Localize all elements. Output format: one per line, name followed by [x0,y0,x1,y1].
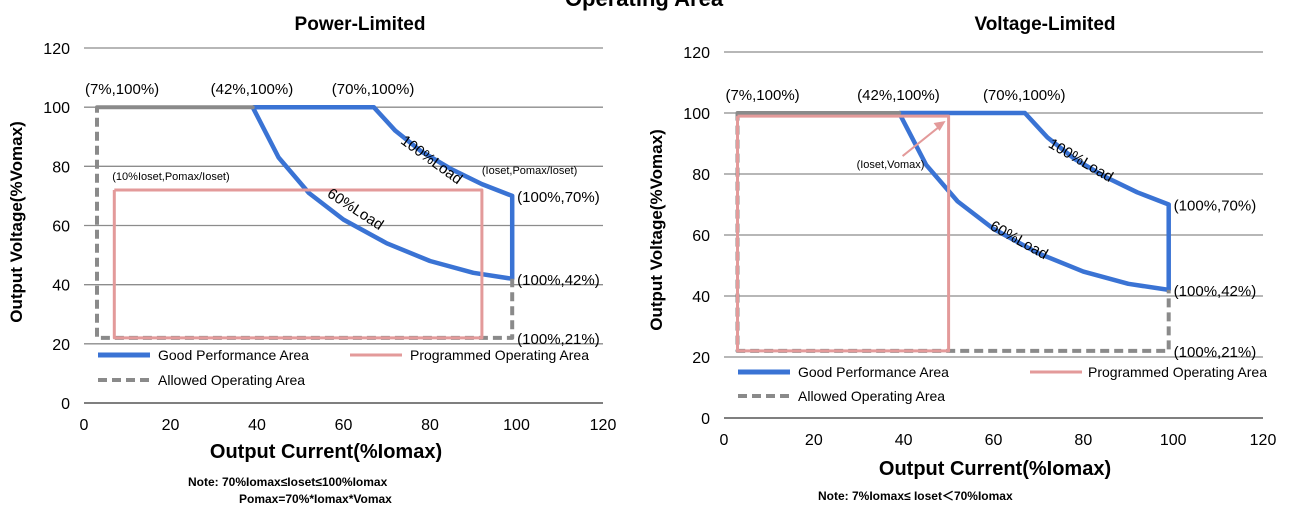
series-line-dashed-gray [735,111,1171,353]
y-axis-label: Output Voltage(%Vomax) [647,129,666,331]
x-tick-label: 80 [421,417,439,434]
annotation-layer: (7%,100%) (42%,100%) (70%,100%) (100%,70%) (… [725,87,1256,361]
point-annotation: (Ioset,Pomax/Ioset) [482,165,577,177]
y-tick-label: 0 [701,411,710,428]
annotation-arrowhead [933,121,946,132]
x-tick-labels: 0 20 40 60 80 100 120 [720,432,1277,449]
x-tick-labels: 0 20 40 60 80 100 120 [80,417,617,434]
y-tick-label: 20 [692,350,710,367]
x-tick-label: 120 [590,417,617,434]
legend-label-good: Good Performance Area [158,347,309,363]
x-tick-label: 20 [805,432,823,449]
curve-label: 60%Load [987,218,1051,264]
point-annotation: (10%Ioset,Pomax/Ioset) [112,171,229,183]
curve-label: 100%Load [397,132,465,188]
y-tick-label: 0 [61,396,70,413]
power-limited-panel: Power-Limited 0 20 40 60 80 100 120 0 20 40 60 80 1… [7,14,616,506]
annotation-arrow [901,123,944,157]
x-tick-label: 0 [720,432,729,449]
y-tick-label: 40 [692,289,710,306]
y-tick-label: 80 [692,167,710,184]
chart-title: Power-Limited [295,14,426,35]
point-annotation: (Ioset,Vomax) [857,159,925,171]
x-tick-label: 100 [1160,432,1187,449]
point-annotation: (100%,21%) [517,331,600,348]
y-tick-label: 20 [52,337,70,354]
x-tick-label: 20 [162,417,180,434]
annotation-layer: (7%,100%) (42%,100%) (70%,100%) (100%,70%) (… [85,81,600,348]
point-annotation: (100%,70%) [517,189,600,206]
x-tick-label: 60 [985,432,1003,449]
point-annotation: (7%,100%) [85,81,159,98]
chart-title: Voltage-Limited [974,14,1115,35]
x-tick-label: 120 [1250,432,1277,449]
x-tick-label: 40 [895,432,913,449]
y-tick-label: 60 [692,228,710,245]
y-tick-label: 120 [43,41,70,58]
series-line-dashed-gray [95,105,515,340]
legend-label-allowed: Allowed Operating Area [798,388,945,404]
series-line-solid-blue [250,104,515,282]
legend-label-programmed: Programmed Operating Area [410,347,589,363]
x-tick-label: 100 [503,417,530,434]
x-tick-label: 80 [1074,432,1092,449]
legend: Good Performance Area Programmed Operati… [98,347,589,388]
note-line-1: Note: 7%Iomax≤ Ioset＜70%Iomax [818,489,1013,503]
point-annotation: (42%,100%) [857,87,940,104]
note-line-1: Note: 70%Iomax≤Ioset≤100%Iomax [188,475,388,489]
page-title: Operating Area [565,0,724,11]
point-annotation: (100%,21%) [1174,344,1257,361]
series-line-solid-pink [112,188,484,340]
point-annotation: (42%,100%) [211,81,294,98]
x-tick-label: 0 [80,417,89,434]
voltage-limited-panel: Voltage-Limited 0 20 40 60 80 100 120 0 20 40 60 8… [647,14,1276,503]
legend: Good Performance Area Programmed Operati… [738,364,1267,404]
y-axis-label: Output Voltage(%Vomax) [7,121,26,323]
x-axis-label: Output Current(%Iomax) [210,441,442,463]
point-annotation: (7%,100%) [725,87,799,104]
point-annotation: (100%,42%) [1174,283,1257,300]
curve-label: 100%Load [1045,135,1116,186]
y-tick-labels: 0 20 40 60 80 100 120 [43,41,70,413]
y-tick-label: 100 [683,106,710,123]
series-line-solid-pink [736,114,951,353]
legend-label-allowed: Allowed Operating Area [158,372,305,388]
legend-label-programmed: Programmed Operating Area [1088,364,1267,380]
y-tick-label: 60 [52,219,70,236]
x-axis-label: Output Current(%Iomax) [879,458,1111,480]
y-tick-label: 80 [52,159,70,176]
y-tick-label: 100 [43,100,70,117]
x-tick-label: 40 [248,417,266,434]
y-tick-labels: 0 20 40 60 80 100 120 [683,45,710,428]
point-annotation: (70%,100%) [332,81,415,98]
series-layer [95,104,515,340]
legend-label-good: Good Performance Area [798,364,949,380]
point-annotation: (100%,70%) [1174,198,1257,215]
x-tick-label: 60 [335,417,353,434]
note-line-2: Pomax=70%*Iomax*Vomax [239,492,392,506]
y-tick-label: 120 [683,45,710,62]
y-tick-label: 40 [52,278,70,295]
point-annotation: (100%,42%) [517,272,600,289]
series-layer [735,110,1171,353]
series-line-solid-blue [897,110,1171,293]
point-annotation: (70%,100%) [983,87,1066,104]
